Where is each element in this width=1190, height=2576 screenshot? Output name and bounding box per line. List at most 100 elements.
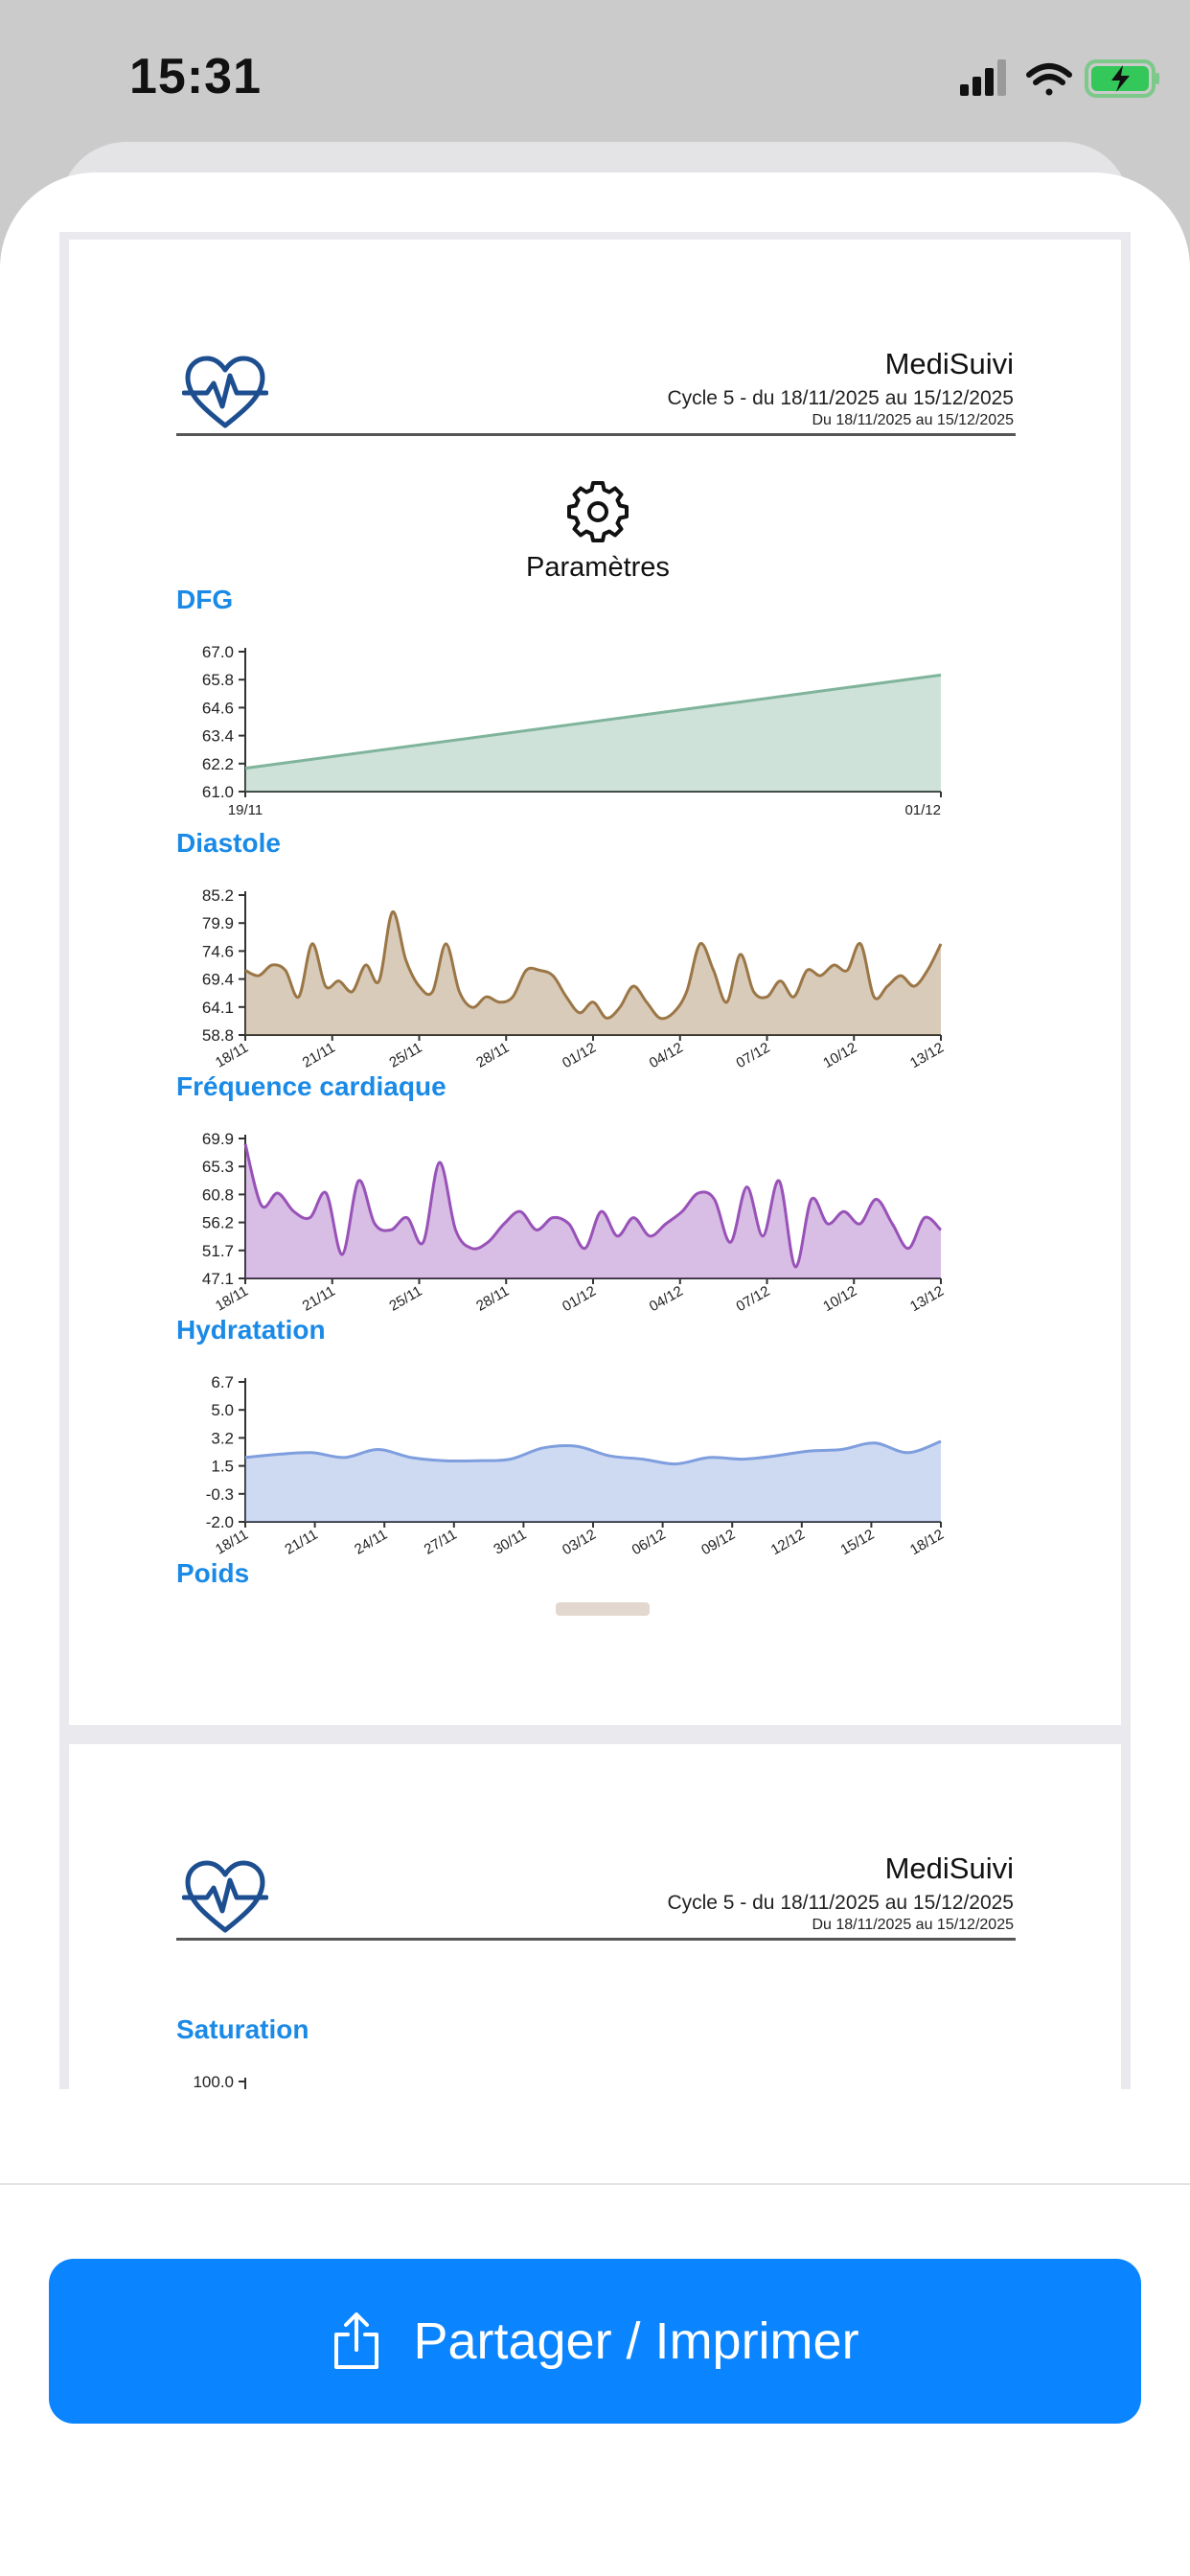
x-tick-label: 18/12 [907, 1527, 947, 1558]
x-tick-label: 10/12 [820, 1040, 859, 1071]
x-tick-label: 13/12 [907, 1283, 947, 1315]
x-tick-label: 03/12 [560, 1527, 599, 1558]
chart-dfg: 67.0 65.8 64.6 63.4 62.2 61.019/11 01/12 [202, 643, 942, 818]
y-tick-label: -2.0 [206, 1513, 234, 1531]
report-page-1: MediSuivi Cycle 5 - du 18/11/2025 au 15/… [69, 240, 1121, 1725]
x-tick-label: 24/11 [352, 1527, 390, 1558]
status-time: 15:31 [129, 49, 262, 104]
chart-saturation: 100.098.4 [193, 2073, 246, 2089]
share-print-label: Partager / Imprimer [413, 2312, 859, 2370]
report-app-name-p2: MediSuivi [884, 1852, 1014, 1885]
x-tick-label: 28/11 [473, 1283, 512, 1315]
y-tick-label: 56.2 [202, 1214, 234, 1232]
x-tick-label: 25/11 [386, 1283, 424, 1315]
status-icons [960, 59, 1159, 98]
y-tick-label: 64.1 [202, 999, 234, 1017]
y-tick-label: 3.2 [211, 1429, 234, 1447]
series-line [244, 1439, 942, 1466]
header-divider [176, 433, 1016, 436]
y-tick-label: 79.9 [202, 914, 234, 932]
y-tick-label: 100.0 [193, 2073, 234, 2089]
x-tick-label: 21/11 [300, 1283, 338, 1315]
report-page-2: MediSuivi Cycle 5 - du 18/11/2025 au 15/… [69, 1744, 1121, 2089]
x-tick-label: 01/12 [560, 1283, 599, 1315]
x-tick-label: 01/12 [560, 1040, 599, 1071]
chart-hydratation: 6.75.03.21.5-0.3-2.018/11 21/11 24/11 27/11… [206, 1373, 947, 1558]
battery-charging-icon [1085, 59, 1159, 98]
x-tick-label: 07/12 [733, 1040, 772, 1071]
x-tick-label: 12/12 [768, 1527, 808, 1558]
x-tick-label: 28/11 [473, 1040, 512, 1071]
x-tick-label: 09/12 [698, 1527, 738, 1558]
cellular-signal-icon [960, 59, 1006, 96]
chart-frequence-cardiaque: 69.965.360.856.251.747.118/11 21/11 25/11 2… [202, 1130, 947, 1315]
x-tick-label: 04/12 [647, 1040, 686, 1071]
y-tick-label: 63.4 [202, 727, 234, 746]
y-tick-label: 85.2 [202, 886, 234, 905]
x-tick-label: 01/12 [904, 802, 941, 818]
y-tick-label: 51.7 [202, 1242, 234, 1260]
section-title-dfg: DFG [176, 585, 234, 614]
series-area [245, 911, 941, 1035]
bottom-divider [0, 2183, 1190, 2185]
series-area [245, 1143, 941, 1278]
print-preview-sheet: MediSuivi Cycle 5 - du 18/11/2025 au 15/… [0, 172, 1190, 2576]
y-tick-label: 74.6 [202, 942, 234, 960]
header-divider [176, 1938, 1016, 1941]
section-title-poids: Poids [176, 1558, 250, 1588]
status-bar: 15:31 [0, 0, 1190, 144]
report-cycle-line: Cycle 5 - du 18/11/2025 au 15/12/2025 [667, 387, 1014, 409]
y-tick-label: 69.4 [202, 971, 234, 989]
y-tick-label: 1.5 [211, 1458, 234, 1476]
report-cycle-line-p2: Cycle 5 - du 18/11/2025 au 15/12/2025 [667, 1892, 1014, 1914]
y-tick-label: 64.6 [202, 699, 234, 717]
x-tick-label: 19/11 [228, 802, 263, 818]
section-title-frequence: Fréquence cardiaque [176, 1071, 446, 1101]
share-print-button[interactable]: Partager / Imprimer [49, 2259, 1141, 2424]
x-tick-label: 21/11 [283, 1527, 321, 1558]
chart-diastole: 85.279.974.669.464.158.818/11 21/11 25/11 2… [202, 886, 947, 1071]
x-tick-label: 13/12 [907, 1040, 947, 1071]
heart-pulse-logo-icon [182, 1860, 268, 1933]
heart-pulse-logo-icon [182, 356, 268, 428]
series-line [244, 673, 942, 770]
x-tick-label: 06/12 [629, 1527, 669, 1558]
settings-label: Paramètres [526, 552, 670, 583]
y-tick-label: 60.8 [202, 1185, 234, 1204]
section-title-diastole: Diastole [176, 828, 281, 858]
y-tick-label: 6.7 [211, 1373, 234, 1392]
x-tick-label: 10/12 [820, 1283, 859, 1315]
x-tick-label: 30/11 [491, 1527, 529, 1558]
series-line [244, 910, 943, 1021]
section-title-hydratation: Hydratation [176, 1315, 326, 1345]
report-date-range: Du 18/11/2025 au 15/12/2025 [812, 412, 1014, 428]
report-date-range-p2: Du 18/11/2025 au 15/12/2025 [812, 1917, 1014, 1933]
series-area [245, 1441, 941, 1522]
report-app-name: MediSuivi [884, 347, 1014, 380]
series-line [243, 1143, 943, 1269]
y-tick-label: 65.3 [202, 1158, 234, 1176]
x-tick-label: 04/12 [647, 1283, 686, 1315]
wifi-icon [1026, 63, 1072, 96]
y-tick-label: 69.9 [202, 1130, 234, 1148]
x-tick-label: 15/12 [837, 1527, 877, 1558]
x-tick-label: 27/11 [422, 1527, 460, 1558]
x-tick-label: 07/12 [733, 1283, 772, 1315]
y-tick-label: 65.8 [202, 671, 234, 689]
y-tick-label: 58.8 [202, 1026, 234, 1045]
gear-icon [567, 481, 629, 542]
poids-chart-placeholder [556, 1602, 650, 1616]
section-title-saturation: Saturation [176, 2014, 309, 2044]
y-tick-label: 61.0 [202, 783, 234, 801]
pdf-preview[interactable]: MediSuivi Cycle 5 - du 18/11/2025 au 15/… [59, 232, 1131, 2089]
y-tick-label: 67.0 [202, 643, 234, 661]
y-tick-label: -0.3 [206, 1485, 234, 1504]
y-tick-label: 62.2 [202, 755, 234, 773]
y-tick-label: 5.0 [211, 1401, 234, 1419]
x-tick-label: 21/11 [300, 1040, 338, 1071]
y-tick-label: 47.1 [202, 1270, 234, 1288]
series-area [245, 675, 941, 792]
x-tick-label: 25/11 [386, 1040, 424, 1071]
settings-button[interactable]: Paramètres [483, 479, 713, 584]
share-icon [334, 2312, 379, 2369]
